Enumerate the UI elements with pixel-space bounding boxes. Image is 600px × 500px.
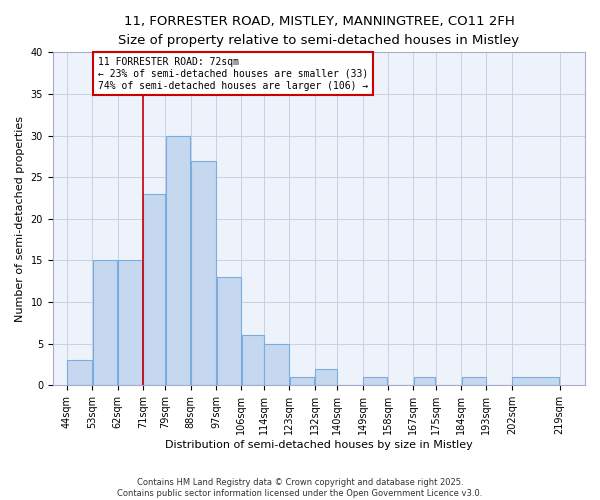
Bar bbox=[363, 377, 388, 386]
Bar bbox=[92, 260, 117, 386]
Text: Contains HM Land Registry data © Crown copyright and database right 2025.
Contai: Contains HM Land Registry data © Crown c… bbox=[118, 478, 482, 498]
Bar bbox=[512, 377, 559, 386]
Bar bbox=[118, 260, 142, 386]
Bar bbox=[290, 377, 314, 386]
Bar bbox=[166, 136, 190, 386]
Bar bbox=[217, 277, 241, 386]
Bar bbox=[242, 336, 263, 386]
Bar bbox=[143, 194, 165, 386]
Title: 11, FORRESTER ROAD, MISTLEY, MANNINGTREE, CO11 2FH
Size of property relative to : 11, FORRESTER ROAD, MISTLEY, MANNINGTREE… bbox=[118, 15, 520, 47]
Bar bbox=[315, 368, 337, 386]
Bar bbox=[265, 344, 289, 386]
Bar bbox=[191, 160, 215, 386]
Y-axis label: Number of semi-detached properties: Number of semi-detached properties bbox=[15, 116, 25, 322]
Bar bbox=[67, 360, 92, 386]
X-axis label: Distribution of semi-detached houses by size in Mistley: Distribution of semi-detached houses by … bbox=[165, 440, 473, 450]
Bar bbox=[413, 377, 436, 386]
Text: 11 FORRESTER ROAD: 72sqm
← 23% of semi-detached houses are smaller (33)
74% of s: 11 FORRESTER ROAD: 72sqm ← 23% of semi-d… bbox=[98, 58, 368, 90]
Bar bbox=[461, 377, 486, 386]
